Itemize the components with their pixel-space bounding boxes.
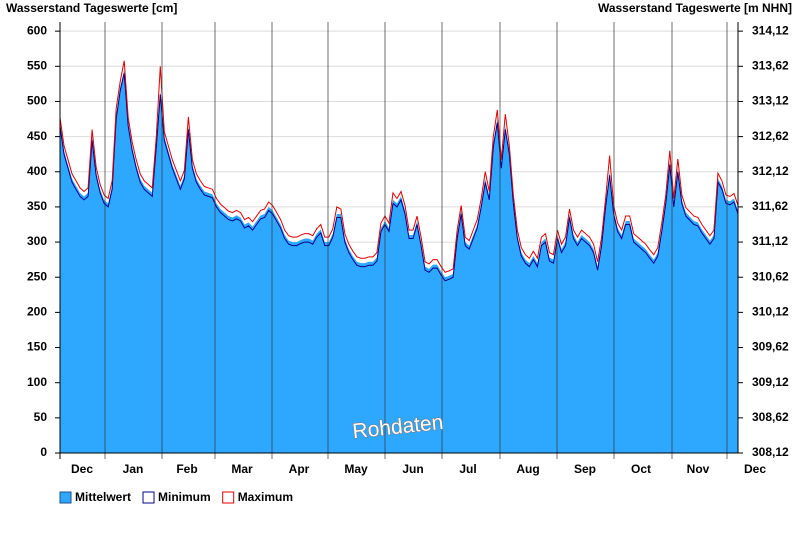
x-tick-label: Apr	[289, 462, 310, 476]
legend-label: Minimum	[158, 490, 211, 504]
legend-item: Minimum	[142, 490, 211, 504]
y-tick-label: 550	[27, 58, 47, 72]
x-tick-label: Jul	[459, 462, 476, 476]
y2-tick-label: 312,12	[752, 164, 789, 178]
x-tick-label: Dec	[71, 462, 93, 476]
x-tick-label: Oct	[631, 462, 651, 476]
line	[59, 60, 739, 273]
y2-tick-label: 309,12	[752, 375, 789, 389]
x-tick-label: Jun	[402, 462, 423, 476]
y2-tick-label: 310,62	[752, 269, 789, 283]
y2-tick-label: 312,62	[752, 129, 789, 143]
legend-label: Maximum	[238, 490, 293, 504]
y2-tick-label: 308,12	[752, 445, 789, 459]
legend-label: Mittelwert	[75, 490, 131, 504]
x-tick-label: May	[344, 462, 368, 476]
y2-tick-label: 310,12	[752, 305, 789, 319]
y-tick-label: 150	[27, 340, 47, 354]
x-tick-label: Aug	[516, 462, 539, 476]
y-tick-label: 350	[27, 199, 47, 213]
y-tick-label: 400	[27, 164, 47, 178]
y-tick-label: 100	[27, 375, 47, 389]
y-tick-label: 0	[40, 445, 47, 459]
y-tick-label: 600	[27, 23, 47, 37]
y2-tick-label: 308,62	[752, 410, 789, 424]
y-tick-label: 450	[27, 129, 47, 143]
y2-tick-label: 311,62	[752, 199, 788, 213]
y2-tick-label: 313,62	[752, 58, 789, 72]
legend-item: Mittelwert	[59, 490, 131, 504]
x-tick-label: Feb	[176, 462, 197, 476]
x-tick-label: Mar	[231, 462, 253, 476]
x-tick-label: Dec	[744, 462, 766, 476]
y-tick-label: 500	[27, 94, 47, 108]
y2-tick-label: 309,62	[752, 340, 789, 354]
legend-swatch	[59, 491, 72, 504]
y-tick-label: 300	[27, 234, 47, 248]
y2-axis-title: Wasserstand Tageswerte [m NHN]	[598, 1, 792, 15]
y-axis-title: Wasserstand Tageswerte [cm]	[6, 1, 177, 15]
legend-swatch	[142, 491, 155, 504]
y-tick-label: 50	[34, 410, 48, 424]
y2-tick-label: 313,12	[752, 94, 789, 108]
area	[60, 69, 738, 453]
y2-tick-label: 311,12	[752, 234, 788, 248]
y2-tick-label: 314,12	[752, 23, 789, 37]
y-tick-label: 200	[27, 305, 47, 319]
line	[59, 73, 739, 282]
x-tick-label: Jan	[123, 462, 144, 476]
legend-item: Maximum	[222, 490, 293, 504]
x-tick-label: Nov	[687, 462, 710, 476]
x-tick-label: Sep	[574, 462, 596, 476]
y-tick-label: 250	[27, 269, 47, 283]
legend-swatch	[222, 491, 235, 504]
